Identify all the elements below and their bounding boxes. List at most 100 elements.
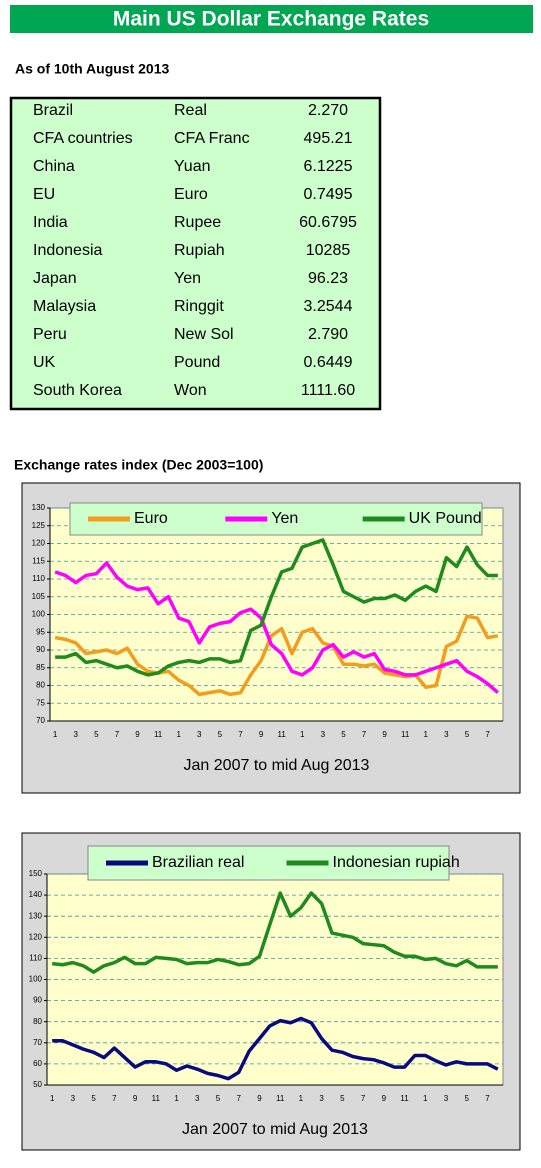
- x-tick-label: 7: [112, 1094, 117, 1103]
- x-tick-label: 11: [401, 730, 410, 739]
- legend-label: Yen: [271, 510, 298, 527]
- legend-label: Indonesian rupiah: [333, 854, 460, 871]
- table-cell: 2.790: [308, 326, 348, 343]
- x-tick-label: 5: [341, 730, 346, 739]
- page-title: Main US Dollar Exchange Rates: [113, 8, 429, 31]
- x-tick-label: 11: [154, 730, 163, 739]
- x-tick-label: 1: [424, 730, 429, 739]
- legend-label: UK Pound: [409, 510, 482, 527]
- legend-box: [69, 502, 483, 536]
- x-tick-label: 9: [382, 730, 387, 739]
- x-tick-label: 3: [444, 730, 449, 739]
- x-tick-label: 9: [135, 730, 140, 739]
- table-cell: UK: [33, 354, 56, 371]
- x-tick-label: 5: [216, 1094, 221, 1103]
- y-tick-label: 70: [36, 716, 45, 725]
- y-tick-label: 140: [29, 890, 43, 899]
- x-tick-label: 9: [382, 1094, 387, 1103]
- x-tick-label: 1: [299, 1094, 304, 1103]
- table-cell: 6.1225: [304, 158, 353, 175]
- y-tick-label: 120: [32, 539, 46, 548]
- line-series: [54, 614, 499, 697]
- rates-table: [9, 96, 382, 411]
- table-cell: Rupee: [174, 214, 221, 231]
- table-cell: Brazil: [33, 102, 73, 119]
- table-cell: CFA Franc: [174, 130, 250, 147]
- line-series: [54, 561, 499, 694]
- x-tick-label: 7: [115, 730, 120, 739]
- x-tick-label: 3: [71, 1094, 76, 1103]
- table-cell: Euro: [174, 186, 208, 203]
- x-tick-label: 5: [218, 730, 223, 739]
- x-tick-label: 1: [53, 730, 58, 739]
- y-tick-label: 90: [36, 645, 45, 654]
- y-tick-label: 60: [33, 1059, 42, 1068]
- x-tick-label: 11: [400, 1094, 409, 1103]
- x-tick-label: 7: [238, 730, 243, 739]
- line-series: [52, 1016, 499, 1081]
- table-cell: India: [33, 214, 68, 231]
- x-tick-label: 1: [174, 1094, 179, 1103]
- section-title: Exchange rates index (Dec 2003=100): [14, 457, 263, 473]
- y-tick-label: 125: [32, 521, 46, 530]
- x-tick-label: 11: [277, 730, 286, 739]
- table-cell: 60.6795: [299, 214, 357, 231]
- y-tick-label: 120: [29, 932, 43, 941]
- x-tick-label: 5: [94, 730, 99, 739]
- y-tick-label: 110: [32, 574, 45, 583]
- table-cell: Won: [174, 382, 207, 399]
- legend-box: [87, 845, 450, 881]
- x-tick-label: 1: [423, 1094, 428, 1103]
- y-tick-label: 90: [33, 996, 42, 1005]
- y-tick-label: 75: [36, 698, 45, 707]
- table-cell: Japan: [33, 270, 77, 287]
- table-cell: Yuan: [174, 158, 210, 175]
- x-tick-label: 7: [485, 1094, 490, 1103]
- x-axis-title: Jan 2007 to mid Aug 2013: [184, 757, 370, 774]
- legend-label: Brazilian real: [152, 854, 244, 871]
- y-tick-label: 130: [32, 503, 46, 512]
- x-tick-label: 3: [321, 730, 326, 739]
- table-cell: 3.2544: [304, 298, 353, 315]
- table-cell: 10285: [306, 242, 351, 259]
- y-tick-label: 150: [29, 869, 43, 878]
- y-tick-label: 115: [32, 556, 45, 565]
- legend-label: Euro: [134, 510, 168, 527]
- table-cell: Peru: [33, 326, 67, 343]
- table-cell: 495.21: [304, 130, 353, 147]
- y-tick-label: 110: [29, 954, 42, 963]
- x-tick-label: 9: [257, 1094, 262, 1103]
- table-cell: CFA countries: [33, 130, 133, 147]
- x-tick-label: 3: [444, 1094, 449, 1103]
- x-tick-label: 1: [300, 730, 305, 739]
- x-tick-label: 1: [50, 1094, 55, 1103]
- table-cell: EU: [33, 186, 55, 203]
- x-tick-label: 3: [319, 1094, 324, 1103]
- table-cell: China: [33, 158, 75, 175]
- table-cell: South Korea: [33, 382, 122, 399]
- y-tick-label: 130: [29, 911, 43, 920]
- title-bar: [10, 5, 533, 33]
- date-line: As of 10th August 2013: [15, 61, 170, 77]
- table-cell: Indonesia: [33, 242, 102, 259]
- table-cell: Real: [174, 102, 207, 119]
- x-tick-label: 7: [485, 730, 490, 739]
- table-cell: Malaysia: [33, 298, 96, 315]
- y-tick-label: 50: [33, 1080, 42, 1089]
- x-tick-label: 11: [276, 1094, 285, 1103]
- line-series: [55, 538, 498, 677]
- x-tick-label: 5: [465, 730, 470, 739]
- y-tick-label: 100: [29, 975, 43, 984]
- x-tick-label: 3: [197, 730, 202, 739]
- y-tick-label: 100: [32, 610, 46, 619]
- x-tick-label: 5: [91, 1094, 96, 1103]
- x-tick-label: 7: [362, 730, 367, 739]
- table-cell: 2.270: [308, 102, 348, 119]
- table-cell: Yen: [174, 270, 201, 287]
- x-tick-label: 5: [465, 1094, 470, 1103]
- x-tick-label: 3: [195, 1094, 200, 1103]
- line-series: [52, 891, 498, 974]
- table-cell: Ringgit: [174, 298, 224, 315]
